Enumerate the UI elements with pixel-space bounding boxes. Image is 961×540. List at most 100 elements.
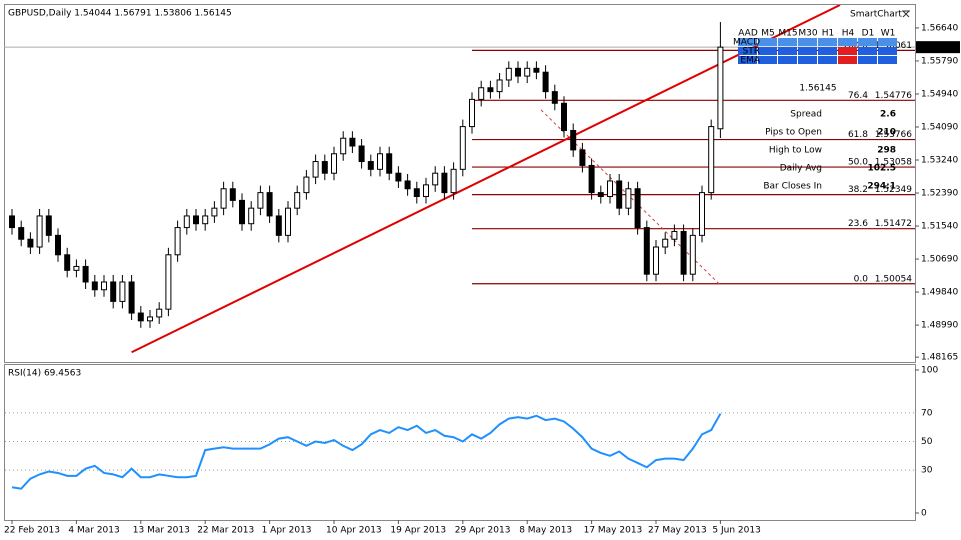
candle-body (358, 145, 365, 163)
candle-body (487, 87, 494, 93)
candle-body (662, 238, 669, 248)
signal-cell (858, 38, 877, 46)
fib-ratio: 76.4 (848, 91, 868, 101)
chart-title: GBPUSD,Daily 1.54044 1.56791 1.53806 1.5… (8, 9, 232, 19)
fib-ratio: 50.0 (848, 158, 868, 168)
candle-body (9, 215, 15, 229)
candle-body (450, 168, 457, 194)
candle-body (303, 176, 310, 194)
signal-cell (738, 56, 757, 64)
candle-body (248, 207, 255, 225)
candle-body (542, 71, 549, 93)
y-tick-label: 1.48165 (921, 353, 958, 363)
y-tick-label: 1.53240 (921, 155, 958, 165)
y-tick-label: 1.52390 (921, 189, 958, 199)
candle-body (377, 153, 383, 170)
signal-cell (778, 38, 797, 46)
candle-body (73, 265, 80, 271)
candle-body (708, 126, 715, 194)
candle-body (285, 207, 291, 236)
signal-cell (738, 47, 757, 55)
candle-body (597, 192, 604, 198)
x-tick-label: 19 Apr 2013 (390, 526, 446, 536)
y-tick-label: 1.56640 (921, 23, 958, 33)
candle-body (524, 67, 531, 77)
panel-row-value: 298 (877, 146, 896, 156)
x-tick-label: 5 Jun 2013 (712, 526, 760, 536)
candle-body (266, 192, 273, 217)
signal-cell (818, 56, 837, 64)
signal-cell (858, 56, 877, 64)
indicator-label: MACD (733, 38, 760, 48)
candle-body (367, 161, 374, 170)
candle-body (432, 172, 439, 186)
fib-ratio: 0.0 (854, 274, 869, 284)
candle-body (147, 316, 153, 322)
candle-body (294, 192, 301, 209)
fib-price: 1.53058 (875, 158, 912, 168)
timeframe-label: M30 (798, 29, 817, 39)
timeframe-label: M5 (761, 29, 775, 39)
candle-body (55, 234, 61, 256)
candle-body (505, 67, 512, 81)
candle-body (616, 180, 623, 209)
y-tick-label: 1.50690 (921, 255, 958, 265)
rsi-line (11, 413, 722, 490)
candle-body (91, 281, 98, 291)
signal-cell (758, 47, 777, 55)
close-icon[interactable] (902, 10, 910, 18)
candle-body (653, 246, 659, 275)
candle-body (625, 188, 632, 209)
signal-cell (738, 38, 757, 46)
fib-ratio: 61.8 (848, 130, 868, 140)
signal-cell (878, 47, 897, 55)
signal-cell (838, 47, 857, 55)
candle-body (137, 312, 144, 322)
y-tick-label: 100 (921, 366, 938, 376)
indicator-label: STR (743, 47, 760, 57)
candle-body (570, 129, 577, 151)
y-tick-label: 1.48990 (921, 321, 958, 331)
candle-body (404, 180, 411, 190)
fib-price: 1.52349 (875, 185, 912, 195)
candle-body (680, 230, 687, 275)
candle-body (469, 98, 475, 128)
y-tick-label: 1.51540 (921, 222, 958, 232)
candle-body (423, 184, 429, 198)
candle-body (643, 227, 650, 275)
candle-body (18, 227, 25, 240)
timeframe-label: H4 (842, 29, 855, 39)
candle-body (478, 87, 485, 100)
candle-body (45, 215, 52, 236)
main-frame (4, 4, 916, 363)
signal-cell (798, 38, 817, 46)
candle-body (257, 192, 264, 209)
candle-body (515, 67, 521, 77)
x-tick-label: 27 May 2013 (648, 526, 707, 536)
panel-row-value: 2.6 (880, 110, 896, 120)
candle-body (229, 188, 236, 201)
candle-body (717, 46, 724, 130)
rsi-title: RSI(14) 69.4563 (8, 369, 81, 379)
indicator-label: EMA (740, 56, 760, 66)
y-tick-label: 1.54090 (921, 122, 958, 132)
candle-body (395, 172, 402, 182)
panel-row-label: Daily Avg (780, 164, 822, 174)
rsi-frame (4, 364, 916, 521)
signal-cell (778, 47, 797, 55)
timeframe-label: H1 (822, 29, 835, 39)
panel-row-label: High to Low (769, 146, 822, 156)
y-tick-label: 30 (921, 466, 933, 476)
candle-body (441, 172, 448, 194)
signal-cell (798, 47, 817, 55)
signal-cell (778, 56, 797, 64)
x-tick-label: 4 Mar 2013 (68, 526, 119, 536)
candle-body (321, 161, 328, 174)
candle-body (533, 67, 540, 73)
signal-cell (838, 56, 857, 64)
signal-cell (818, 38, 837, 46)
timeframe-label: AAD (738, 29, 758, 39)
fib-price: 1.54776 (875, 91, 912, 101)
